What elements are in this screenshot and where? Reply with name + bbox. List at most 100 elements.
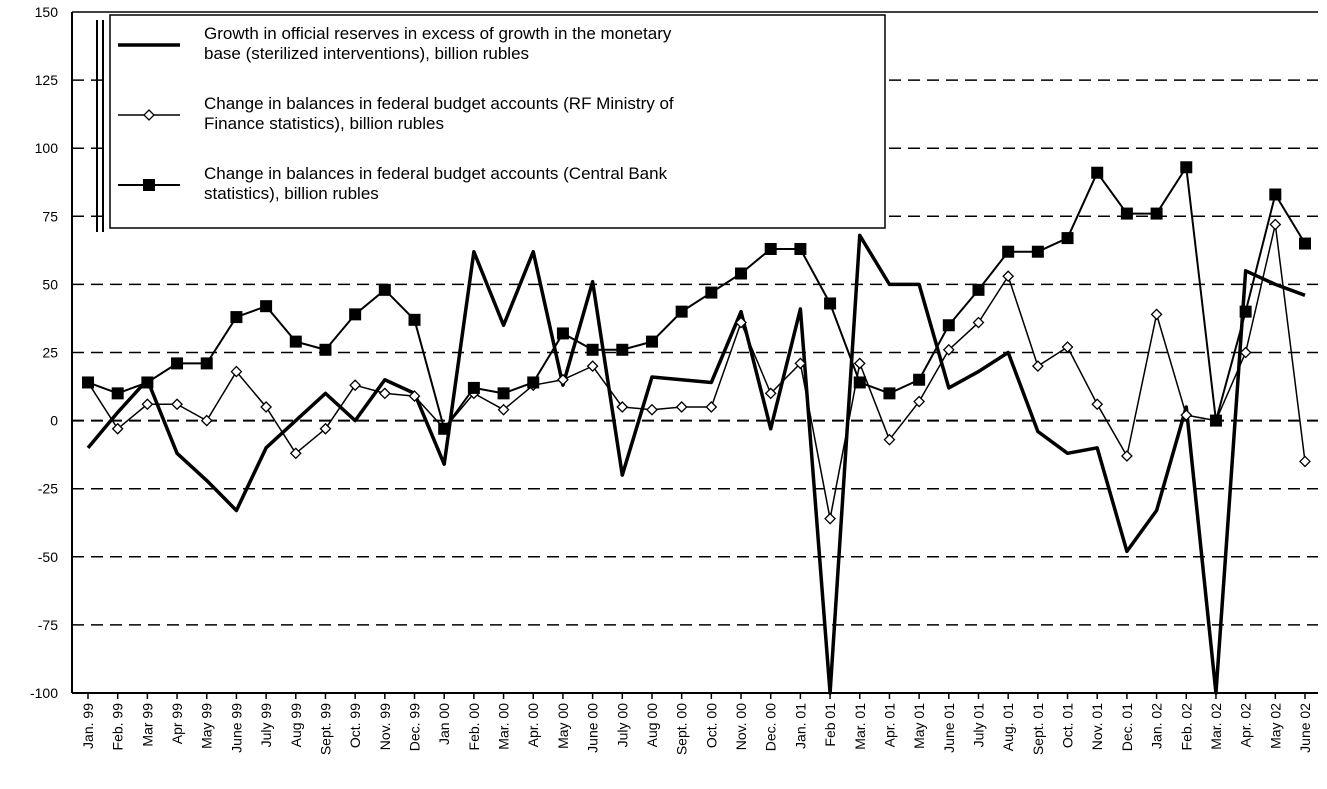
point: [705, 286, 718, 299]
point: [171, 398, 183, 411]
legend-box: [109, 14, 886, 229]
point: [111, 387, 124, 400]
point: [289, 447, 302, 460]
point: [143, 179, 155, 191]
legend-label: base (sterilized interventions), billion…: [204, 44, 529, 63]
x-tick-label: Jan 00: [436, 703, 452, 745]
x-tick-label: Mar. 00: [496, 703, 512, 750]
y-tick-label: 125: [35, 72, 59, 88]
point: [1239, 346, 1252, 359]
x-tick-label: Jan. 02: [1149, 703, 1165, 749]
point: [764, 387, 777, 400]
point: [1091, 166, 1104, 179]
point: [1180, 409, 1193, 422]
point: [1120, 450, 1133, 462]
point: [319, 343, 332, 356]
point: [1180, 161, 1193, 174]
legend-label: statistics), billion rubles: [204, 184, 379, 203]
point: [230, 311, 243, 324]
x-tick-label: Nov. 01: [1089, 703, 1105, 750]
series-line: [87, 223, 1306, 520]
point: [616, 343, 629, 356]
y-tick-label: 25: [42, 345, 58, 361]
point: [200, 357, 213, 370]
point: [675, 401, 688, 413]
point: [942, 319, 955, 332]
point: [82, 376, 94, 389]
x-tick-label: Sept. 99: [317, 703, 333, 755]
y-tick-label: 50: [42, 276, 58, 292]
x-tick-label: Nov. 99: [377, 703, 393, 750]
x-tick-label: Sept. 01: [1030, 703, 1046, 755]
point: [942, 343, 955, 356]
point: [1031, 245, 1044, 258]
legend-label: Finance statistics), billion rubles: [204, 114, 444, 133]
point: [319, 422, 332, 435]
point: [913, 395, 926, 408]
point: [853, 376, 866, 389]
point: [171, 357, 184, 370]
y-tick-label: -75: [38, 617, 58, 633]
y-tick-label: 75: [42, 208, 58, 224]
x-tick-label: May 00: [555, 703, 571, 749]
x-tick-label: May 02: [1267, 703, 1283, 749]
x-tick-label: Dec. 00: [763, 703, 779, 751]
point: [467, 381, 480, 394]
point: [972, 316, 985, 329]
point: [1299, 455, 1311, 468]
point: [735, 267, 748, 280]
x-tick-label: Mar. 02: [1208, 703, 1224, 750]
point: [557, 373, 569, 386]
point: [260, 300, 273, 313]
series-line: [86, 233, 1306, 695]
x-tick-label: June 00: [585, 703, 601, 753]
point: [735, 316, 747, 329]
point: [408, 313, 421, 326]
point: [289, 335, 302, 348]
point: [1299, 237, 1311, 250]
x-tick-label: Sept. 00: [674, 703, 690, 755]
x-tick-label: Feb. 00: [466, 703, 482, 751]
point: [883, 433, 896, 446]
point: [794, 357, 807, 370]
x-tick-label: Aug 99: [288, 703, 304, 748]
point: [616, 401, 629, 413]
point: [586, 343, 599, 356]
y-tick-label: 100: [35, 140, 59, 156]
legend-label: Change in balances in federal budget acc…: [204, 94, 674, 113]
point: [438, 422, 451, 435]
point: [527, 376, 540, 389]
x-tick-label: Apr. 00: [525, 703, 541, 748]
x-tick-label: Jan. 99: [80, 703, 96, 749]
point: [378, 387, 391, 400]
legend-label: Growth in official reserves in excess of…: [204, 24, 672, 43]
point: [913, 373, 926, 386]
point: [141, 398, 154, 411]
y-tick-label: -100: [30, 685, 58, 701]
x-tick-label: Oct. 99: [347, 703, 363, 748]
point: [1209, 414, 1222, 427]
x-tick-label: July 00: [614, 703, 630, 748]
x-tick-label: Oct. 01: [1060, 703, 1076, 748]
x-tick-label: Dec. 01: [1119, 703, 1135, 751]
point: [349, 308, 362, 321]
point: [705, 401, 718, 413]
point: [1002, 270, 1015, 283]
point: [378, 283, 391, 296]
point: [794, 242, 807, 255]
x-tick-label: June 02: [1297, 703, 1313, 753]
point: [764, 242, 777, 255]
point: [646, 403, 658, 416]
point: [111, 422, 124, 435]
x-tick-label: July 01: [970, 703, 986, 748]
point: [497, 403, 510, 416]
x-tick-label: Mar. 01: [852, 703, 868, 750]
y-tick-label: 0: [50, 413, 58, 429]
point: [408, 390, 421, 403]
x-tick-label: Feb. 02: [1178, 703, 1194, 751]
y-tick-label: 150: [35, 4, 59, 20]
x-tick-label: Nov. 00: [733, 703, 749, 750]
x-tick-label: Mar 99: [139, 703, 155, 747]
x-tick-label: May 01: [911, 703, 927, 749]
